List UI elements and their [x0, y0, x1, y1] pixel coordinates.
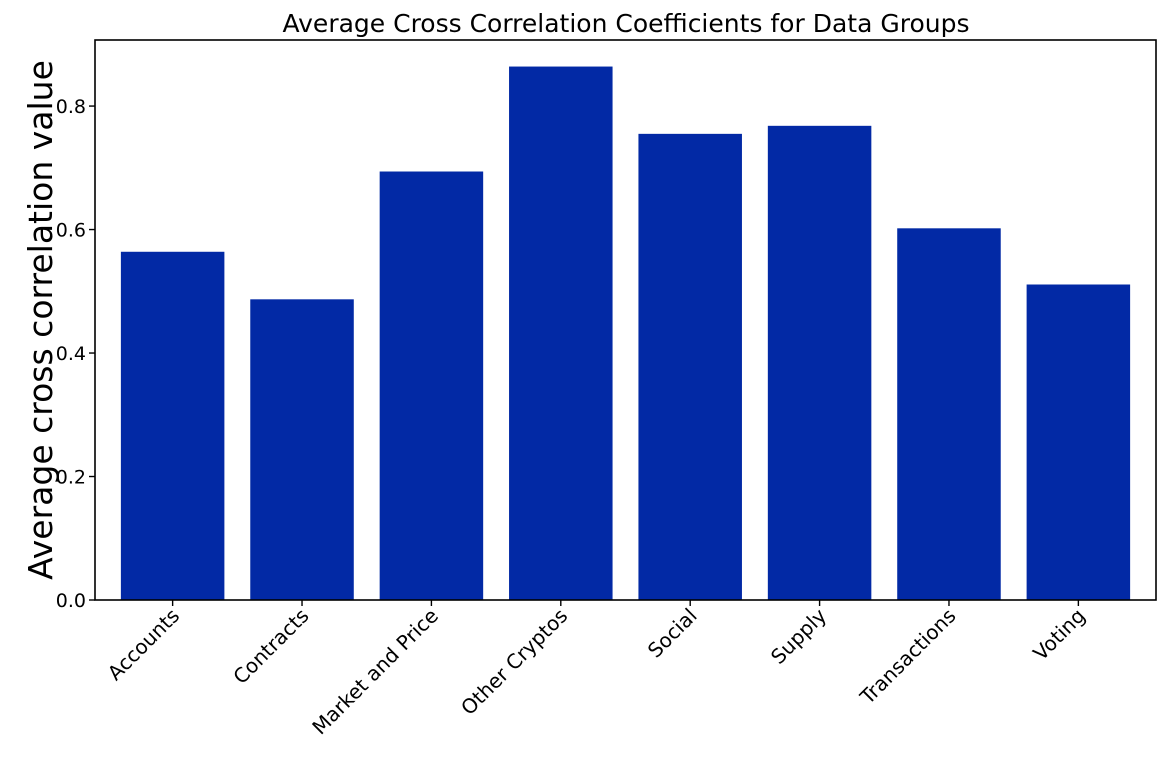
- x-tick-label: Other Cryptos: [456, 604, 572, 720]
- x-tick-label: Transactions: [855, 604, 961, 710]
- y-tick-label: 0.2: [56, 467, 86, 489]
- bar-accounts: [120, 251, 225, 600]
- bars-group: [120, 66, 1131, 601]
- bar-other-cryptos: [509, 66, 613, 600]
- bar-supply: [767, 125, 872, 601]
- x-tick-label: Social: [643, 604, 702, 663]
- plot-frame: [94, 39, 1157, 601]
- bar-transactions: [897, 228, 1001, 601]
- y-axis-ticks: 0.0 0.2 0.4 0.6 0.8: [56, 96, 95, 612]
- y-tick-label: 0.6: [56, 220, 86, 242]
- x-tick-label: Supply: [766, 603, 831, 668]
- bar-contracts: [250, 299, 354, 600]
- x-tick-label: Contracts: [228, 604, 313, 689]
- chart-title: Average Cross Correlation Coefficients f…: [283, 9, 970, 38]
- x-tick-label: Accounts: [103, 604, 184, 685]
- y-axis-title: Average cross correlation value: [21, 60, 60, 580]
- bar-social: [638, 133, 742, 601]
- x-tick-label: Market and Price: [307, 604, 443, 740]
- x-tick-label: Voting: [1028, 604, 1090, 666]
- y-tick-label: 0.0: [56, 590, 86, 612]
- bar-voting: [1026, 284, 1131, 600]
- y-tick-label: 0.8: [56, 96, 86, 118]
- bar-market-and-price: [379, 171, 484, 600]
- y-tick-label: 0.4: [56, 343, 86, 365]
